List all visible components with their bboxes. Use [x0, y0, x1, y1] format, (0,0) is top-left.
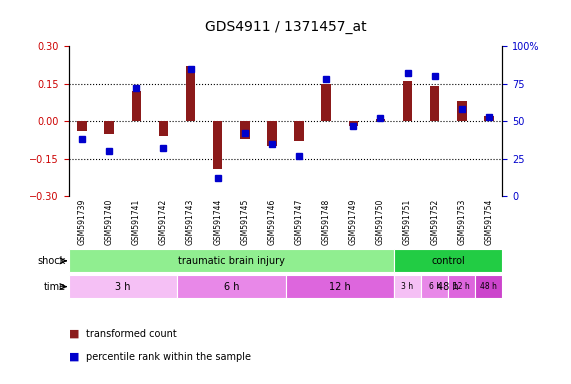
FancyBboxPatch shape [286, 275, 394, 298]
Bar [267, 121, 277, 146]
FancyBboxPatch shape [69, 249, 394, 273]
Bar [321, 84, 331, 121]
Text: 3 h: 3 h [401, 282, 413, 291]
Bar [348, 121, 358, 126]
Text: GSM591751: GSM591751 [403, 199, 412, 245]
Bar [294, 121, 304, 141]
Text: 3 h: 3 h [115, 281, 131, 291]
Text: GSM591750: GSM591750 [376, 199, 385, 245]
Text: 12 h: 12 h [453, 282, 470, 291]
Text: time: time [44, 281, 66, 291]
Bar [77, 121, 87, 131]
Text: GSM591743: GSM591743 [186, 199, 195, 245]
Text: 48 h: 48 h [437, 281, 459, 291]
Bar [104, 121, 114, 134]
Bar [131, 91, 141, 121]
Text: 12 h: 12 h [329, 281, 351, 291]
Text: GSM591754: GSM591754 [484, 199, 493, 245]
Text: GSM591753: GSM591753 [457, 199, 467, 245]
Text: ■: ■ [69, 329, 79, 339]
Text: percentile rank within the sample: percentile rank within the sample [86, 352, 251, 362]
FancyBboxPatch shape [394, 249, 502, 273]
FancyBboxPatch shape [394, 275, 421, 298]
Text: 6 h: 6 h [429, 282, 441, 291]
Text: 48 h: 48 h [480, 282, 497, 291]
FancyBboxPatch shape [475, 275, 502, 298]
Bar [213, 121, 223, 169]
Bar [186, 66, 195, 121]
Bar [430, 86, 440, 121]
Text: transformed count: transformed count [86, 329, 176, 339]
Text: control: control [431, 256, 465, 266]
Text: GSM591741: GSM591741 [132, 199, 141, 245]
Text: shock: shock [38, 256, 66, 266]
Text: GSM591745: GSM591745 [240, 199, 250, 245]
Bar [376, 119, 385, 121]
FancyBboxPatch shape [394, 275, 502, 298]
FancyBboxPatch shape [69, 275, 177, 298]
Text: GSM591749: GSM591749 [349, 199, 358, 245]
Text: 6 h: 6 h [223, 281, 239, 291]
Text: GSM591744: GSM591744 [213, 199, 222, 245]
Bar [159, 121, 168, 136]
Text: GSM591747: GSM591747 [295, 199, 304, 245]
FancyBboxPatch shape [421, 275, 448, 298]
Text: GSM591746: GSM591746 [267, 199, 276, 245]
Text: traumatic brain injury: traumatic brain injury [178, 256, 285, 266]
Text: ■: ■ [69, 352, 79, 362]
Bar [403, 81, 412, 121]
Bar [484, 116, 494, 121]
Bar [457, 101, 467, 121]
Text: GSM591739: GSM591739 [78, 199, 87, 245]
Bar [240, 121, 250, 139]
Text: GSM591742: GSM591742 [159, 199, 168, 245]
Text: GSM591740: GSM591740 [104, 199, 114, 245]
FancyBboxPatch shape [448, 275, 475, 298]
Text: GSM591748: GSM591748 [321, 199, 331, 245]
FancyBboxPatch shape [177, 275, 286, 298]
Text: GDS4911 / 1371457_at: GDS4911 / 1371457_at [204, 20, 367, 34]
Text: GSM591752: GSM591752 [430, 199, 439, 245]
